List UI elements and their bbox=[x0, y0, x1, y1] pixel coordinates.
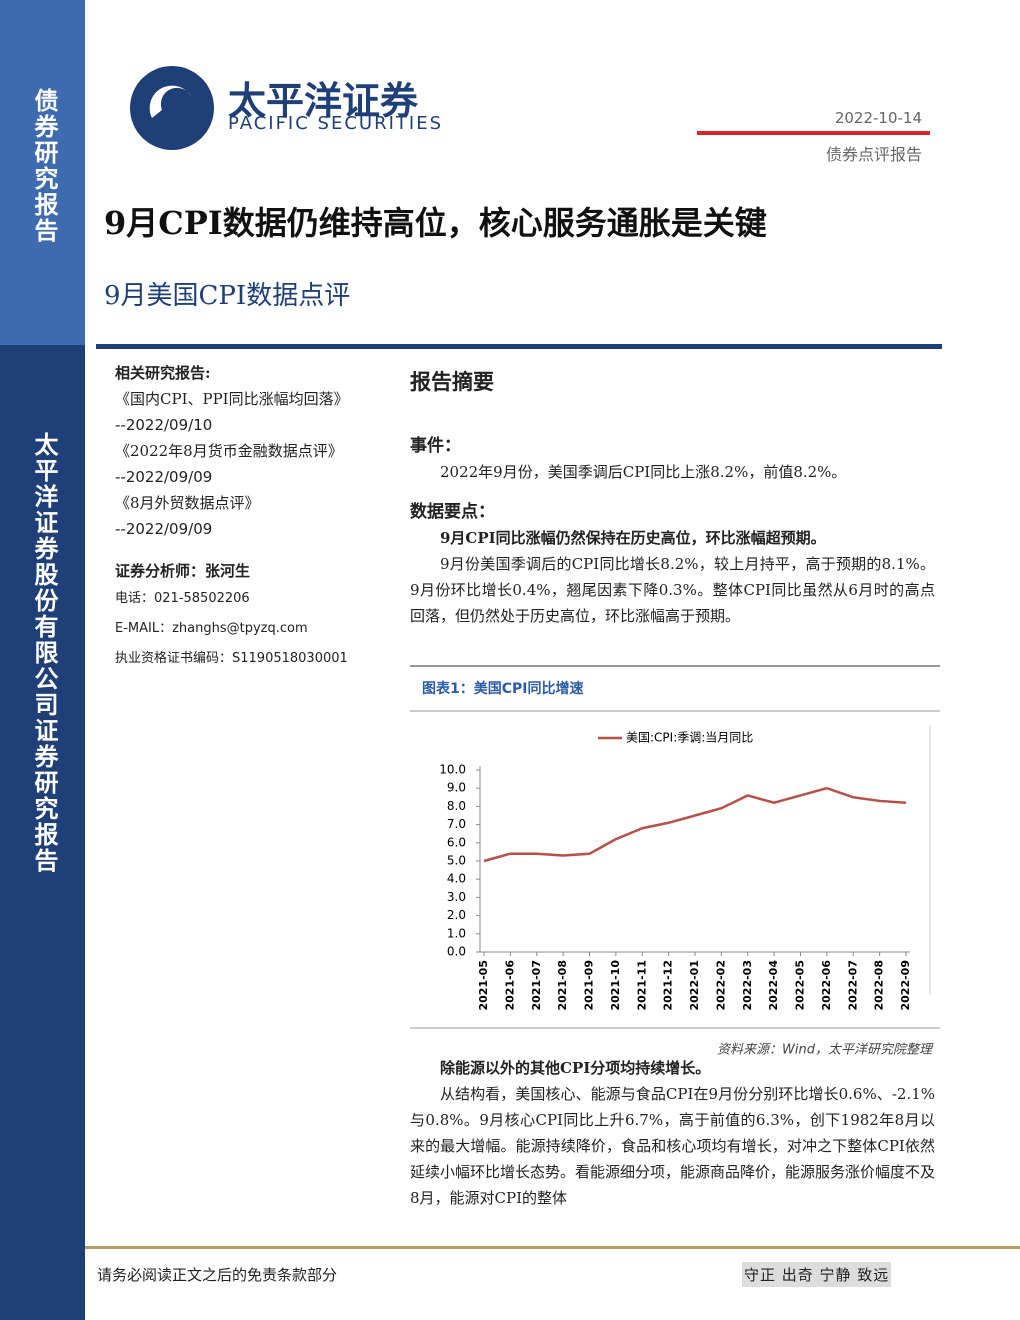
legend-label: 美国:CPI:季调:当月同比 bbox=[626, 731, 753, 745]
related-date: --2022/09/09 bbox=[115, 468, 213, 486]
y-tick-label: 6.0 bbox=[447, 835, 466, 849]
date: 2022-10-14 bbox=[834, 109, 922, 127]
x-tick-label: 2022-06 bbox=[820, 960, 833, 1011]
x-tick-label: 2021-10 bbox=[609, 960, 622, 1011]
y-tick-label: 2.0 bbox=[447, 908, 466, 922]
y-tick-label: 7.0 bbox=[447, 817, 466, 831]
series-line bbox=[483, 786, 907, 863]
y-tick-label: 0.0 bbox=[447, 945, 466, 959]
x-tick-label: 2021-09 bbox=[583, 960, 596, 1011]
x-tick-label: 2022-01 bbox=[688, 960, 701, 1011]
related-title: 《8月外贸数据点评》 bbox=[115, 494, 260, 512]
logo bbox=[108, 28, 218, 186]
event-heading: 事件： bbox=[410, 436, 461, 456]
divider bbox=[697, 131, 930, 135]
sidebar-top bbox=[0, 0, 85, 345]
related-heading: 相关研究报告: bbox=[115, 364, 211, 382]
subtitle: 9月美国CPI数据点评 bbox=[104, 281, 351, 311]
title: 9月CPI数据仍维持高位，核心服务通胀是关键 bbox=[104, 204, 767, 242]
chart-title: 图表1：美国CPI同比增速 bbox=[422, 680, 584, 697]
related-date: --2022/09/09 bbox=[115, 520, 213, 538]
related-date: --2022/09/10 bbox=[115, 416, 213, 434]
point-title: 9月CPI同比涨幅仍然保持在历史高位，环比涨幅超预期。 bbox=[440, 529, 826, 547]
y-tick-label: 10.0 bbox=[439, 763, 466, 777]
y-tick-label: 3.0 bbox=[447, 890, 466, 904]
license: 执业资格证书编码：S1190518030001 bbox=[115, 651, 348, 666]
sidebar-bottom bbox=[0, 345, 85, 1320]
chart-source: 资料来源：Wind，太平洋研究院整理 bbox=[717, 1042, 934, 1058]
x-tick-label: 2022-04 bbox=[767, 960, 780, 1011]
report-type: 债券点评报告 bbox=[825, 145, 922, 164]
email: E-MAIL：zhanghs@tpyzq.com bbox=[115, 621, 308, 636]
motto: 守正 出奇 宁静 致远 bbox=[742, 1262, 892, 1287]
sidebar-label: 太平洋证券股份有限公司证券研究报告 bbox=[30, 432, 59, 874]
x-tick-label: 2022-09 bbox=[899, 960, 912, 1011]
x-tick-label: 2022-02 bbox=[714, 960, 727, 1011]
x-tick-label: 2022-03 bbox=[741, 960, 754, 1011]
related-title: 《国内CPI、PPI同比涨幅均回落》 bbox=[115, 390, 349, 408]
y-tick-label: 8.0 bbox=[447, 799, 466, 813]
sidebar-label: 债券研究报告 bbox=[30, 88, 59, 244]
paragraph: 2022年9月份，美国季调后CPI同比上涨8.2%，前值8.2%。 bbox=[440, 463, 847, 481]
summary-heading: 报告摘要 bbox=[410, 369, 494, 394]
x-tick-label: 2021-08 bbox=[556, 960, 569, 1011]
disclaimer: 请务必阅读正文之后的免责条款部分 bbox=[97, 1266, 338, 1284]
x-tick-label: 2021-06 bbox=[503, 960, 516, 1011]
related-title: 《2022年8月货币金融数据点评》 bbox=[115, 442, 343, 460]
paragraph: 9月份美国季调后的CPI同比增长8.2%，较上月持平，高于预期的8.1%。9月份… bbox=[410, 555, 935, 625]
body: 除能源以外的其他CPI分项均持续增长。 从结构看，美国核心、能源与食品CPI在9… bbox=[410, 1055, 935, 1211]
x-tick-label: 2021-05 bbox=[477, 960, 490, 1011]
y-tick-label: 9.0 bbox=[447, 781, 466, 795]
x-tick-label: 2021-07 bbox=[530, 960, 543, 1011]
y-tick-label: 1.0 bbox=[447, 926, 466, 940]
x-tick-label: 2022-08 bbox=[873, 960, 886, 1011]
sidebar-info: 相关研究报告: 《国内CPI、PPI同比涨幅均回落》 --2022/09/10 《2… bbox=[115, 360, 390, 674]
x-tick-label: 2021-11 bbox=[635, 960, 648, 1011]
chart: 图表1：美国CPI同比增速 资料来源：Wind，太平洋研究院整理 0.0 1.0 2… bbox=[410, 665, 940, 1058]
footer-line bbox=[85, 1246, 1020, 1249]
x-tick-label: 2021-12 bbox=[662, 960, 675, 1011]
point-title: 除能源以外的其他CPI分项均持续增长。 bbox=[440, 1059, 711, 1077]
divider bbox=[96, 344, 942, 349]
related-list: 《国内CPI、PPI同比涨幅均回落》 --2022/09/10 《2022年8月货币… bbox=[115, 386, 390, 542]
company-name: 太平洋证券 bbox=[228, 79, 419, 123]
y-tick-label: 4.0 bbox=[447, 872, 466, 886]
x-tick-label: 2022-05 bbox=[794, 960, 807, 1011]
x-tick-label: 2022-07 bbox=[846, 960, 859, 1011]
paragraph: 从结构看，美国核心、能源与食品CPI在9月份分别环比增长0.6%、-2.1%与0… bbox=[410, 1085, 936, 1207]
y-tick-label: 5.0 bbox=[447, 854, 466, 868]
analyst: 证券分析师：张河生 bbox=[115, 562, 251, 580]
company-name-en: PACIFIC SECURITIES bbox=[228, 113, 443, 134]
phone: 电话：021-58502206 bbox=[115, 591, 250, 606]
points-heading: 数据要点： bbox=[410, 502, 495, 522]
summary: 事件： 2022年9月份，美国季调后CPI同比上涨8.2%，前值8.2%。 数据… bbox=[410, 433, 935, 629]
